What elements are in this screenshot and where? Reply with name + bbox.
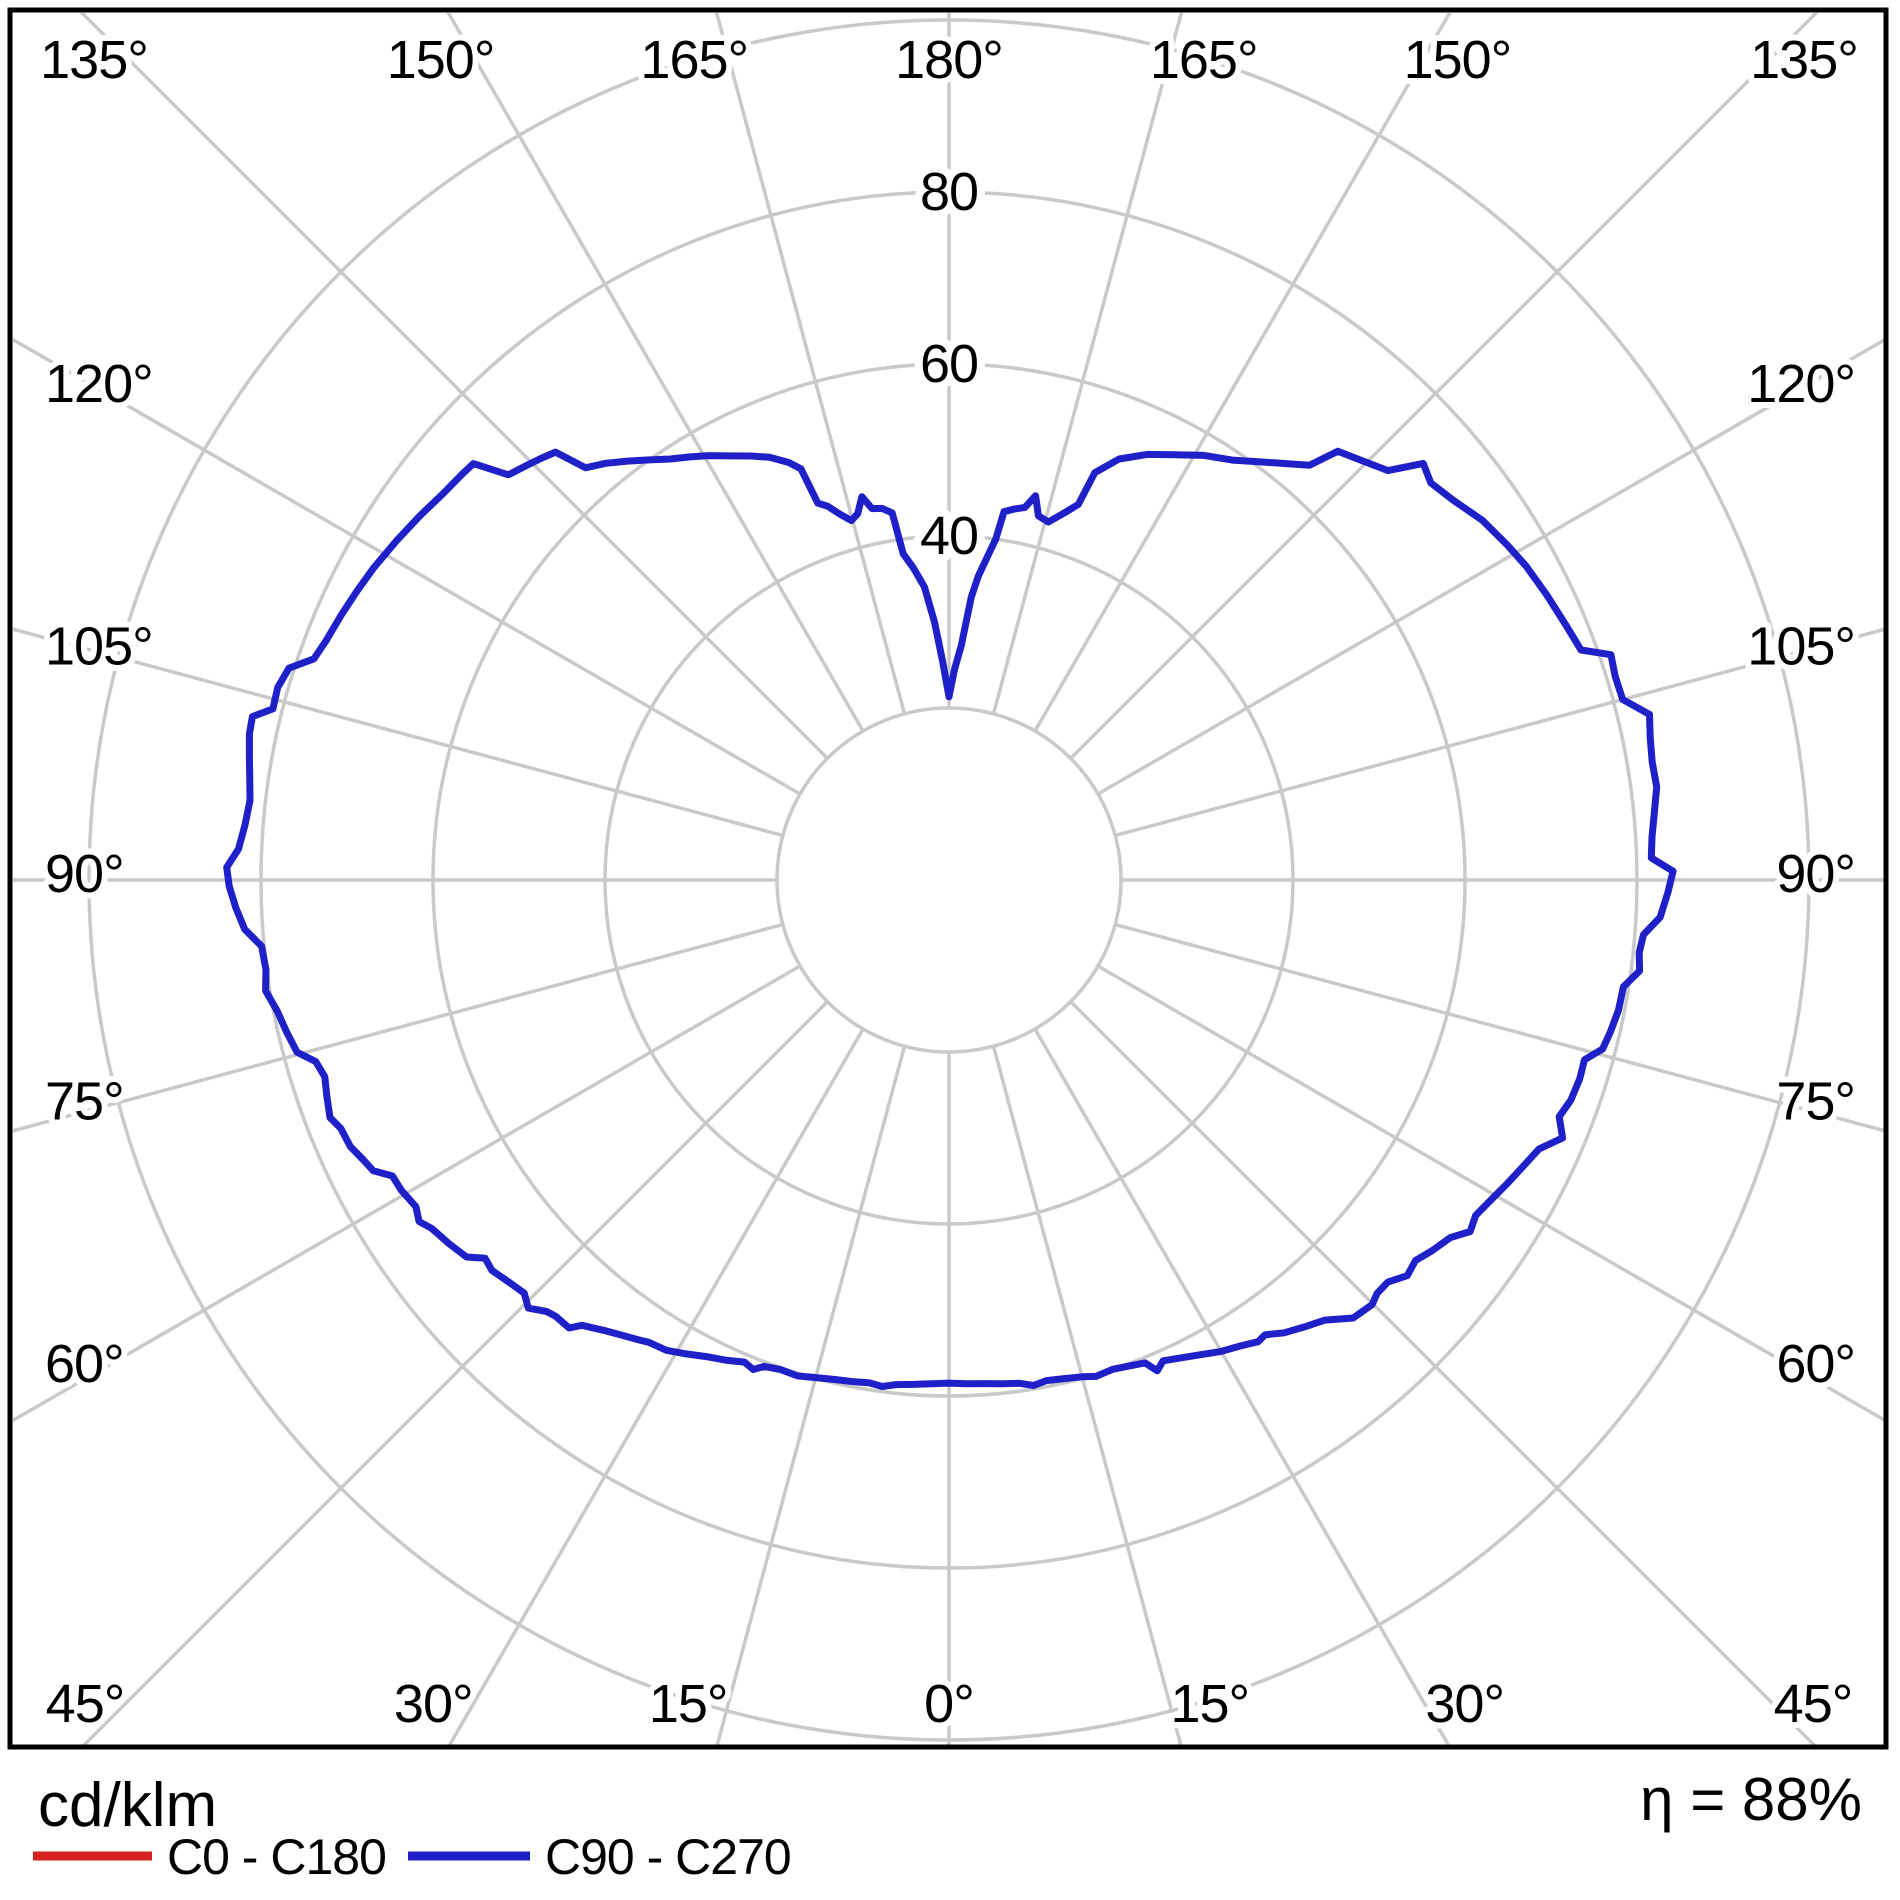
grid-ray-75 [1114, 627, 1885, 838]
grid-ray-315 [79, 13, 829, 760]
angle-label-right-105: 105° [1747, 617, 1855, 677]
angle-label-right-75: 75° [1776, 1071, 1855, 1131]
grid-ray-60 [1097, 337, 1885, 796]
angle-label-bottom-right-30: 30° [1425, 1674, 1504, 1734]
axis-labels: 135° 135° 150° 150° 165° 165° 180° 15° 15° 30° 30°… [34, 24, 1865, 1740]
grid-ray-240 [13, 964, 801, 1423]
curve-layer [223, 447, 1677, 1390]
angle-label-left-90: 90° [45, 844, 124, 904]
angle-label-bottom-left-45: 45° [46, 1674, 125, 1734]
grid-ray-210 [447, 1028, 865, 1745]
unit-label: cd/klm [38, 1771, 217, 1840]
plot-border [7, 7, 1889, 1750]
angle-label-left-120: 120° [45, 354, 153, 414]
grid-ray-135 [1069, 1000, 1817, 1745]
angle-label-top-left-165: 165° [640, 30, 748, 90]
grid-ray-195 [715, 1045, 907, 1745]
radial-tick-label-40: 40 [920, 506, 978, 566]
angle-label-top-right-150: 150° [1404, 30, 1512, 90]
grid-ray-15 [991, 13, 1184, 715]
angle-label-bottom-left-30: 30° [394, 1674, 473, 1734]
grid-ray-45 [1069, 13, 1819, 760]
legend-label-c90-c270: C90 - C270 [545, 1829, 791, 1885]
angle-label-left-105: 105° [45, 617, 153, 677]
grid-ray-255 [13, 922, 784, 1133]
curve-C90-C270 [223, 447, 1677, 1390]
angle-label-top-right-165: 165° [1150, 30, 1258, 90]
grid-ray-105 [1114, 922, 1885, 1133]
grid-ray-165 [991, 1045, 1183, 1745]
angle-label-left-60: 60° [45, 1334, 124, 1394]
angle-label-left-75: 75° [45, 1071, 124, 1131]
radial-tick-label-80: 80 [920, 162, 978, 222]
angle-label-top-left-150: 150° [387, 30, 495, 90]
angle-label-right-120: 120° [1747, 354, 1855, 414]
angle-label-bottom-right-45: 45° [1774, 1674, 1853, 1734]
grid-ray-345 [714, 13, 907, 715]
grid-ray-30 [1033, 13, 1452, 732]
grid-ray-225 [81, 1000, 829, 1745]
legend: C0 - C180 C90 - C270 [33, 1829, 792, 1885]
angle-label-top-180: 180° [895, 30, 1003, 90]
grid-ray-285 [13, 627, 784, 838]
grid-ray-330 [446, 13, 865, 732]
angle-label-right-60: 60° [1776, 1334, 1855, 1394]
angle-label-top-left-135: 135° [40, 30, 148, 90]
angle-label-right-90: 90° [1776, 844, 1855, 904]
angle-label-top-right-135: 135° [1750, 30, 1858, 90]
angle-label-bottom-left-15: 15° [649, 1674, 728, 1734]
legend-label-c0-c180: C0 - C180 [167, 1829, 386, 1885]
angle-label-bottom-right-15: 15° [1170, 1674, 1249, 1734]
grid-ray-150 [1033, 1028, 1451, 1745]
grid-ray-120 [1097, 964, 1885, 1423]
efficiency-label: η = 88% [1640, 1766, 1862, 1833]
grid-ray-300 [13, 337, 801, 796]
radial-tick-label-60: 60 [920, 334, 978, 394]
angle-label-bottom-0: 0° [924, 1674, 974, 1734]
